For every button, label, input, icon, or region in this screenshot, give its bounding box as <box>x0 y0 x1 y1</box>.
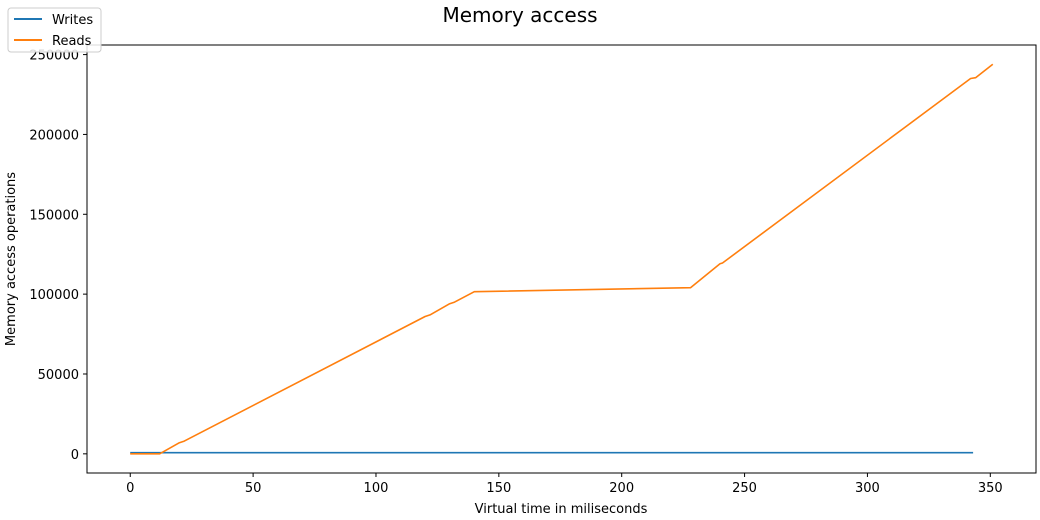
x-tick-label: 300 <box>855 481 880 496</box>
x-tick-label: 0 <box>126 481 134 496</box>
y-tick-label: 200000 <box>29 128 79 143</box>
y-axis-label: Memory access operations <box>4 172 19 346</box>
series-line-reads <box>130 63 994 455</box>
axes-frame <box>86 44 1037 474</box>
x-tick-label: 250 <box>732 481 757 496</box>
legend-label-writes: Writes <box>52 13 93 28</box>
y-tick-label: 0 <box>71 448 79 463</box>
plot-area <box>130 63 994 455</box>
y-tick-label: 100000 <box>29 288 79 303</box>
legend: Writes Reads <box>7 7 102 53</box>
x-tick-label: 50 <box>245 481 262 496</box>
legend-label-reads: Reads <box>52 34 92 49</box>
x-tick-label: 200 <box>609 481 634 496</box>
chart-title: Memory access <box>442 3 597 27</box>
y-tick-label: 50000 <box>38 368 79 383</box>
x-tick-label: 100 <box>364 481 389 496</box>
x-tick-label: 350 <box>978 481 1003 496</box>
x-axis: 0 50 100 150 200 250 300 350 <box>126 473 1003 496</box>
x-tick-label: 150 <box>486 481 511 496</box>
x-axis-label: Virtual time in miliseconds <box>475 502 648 517</box>
y-tick-label: 150000 <box>29 208 79 223</box>
